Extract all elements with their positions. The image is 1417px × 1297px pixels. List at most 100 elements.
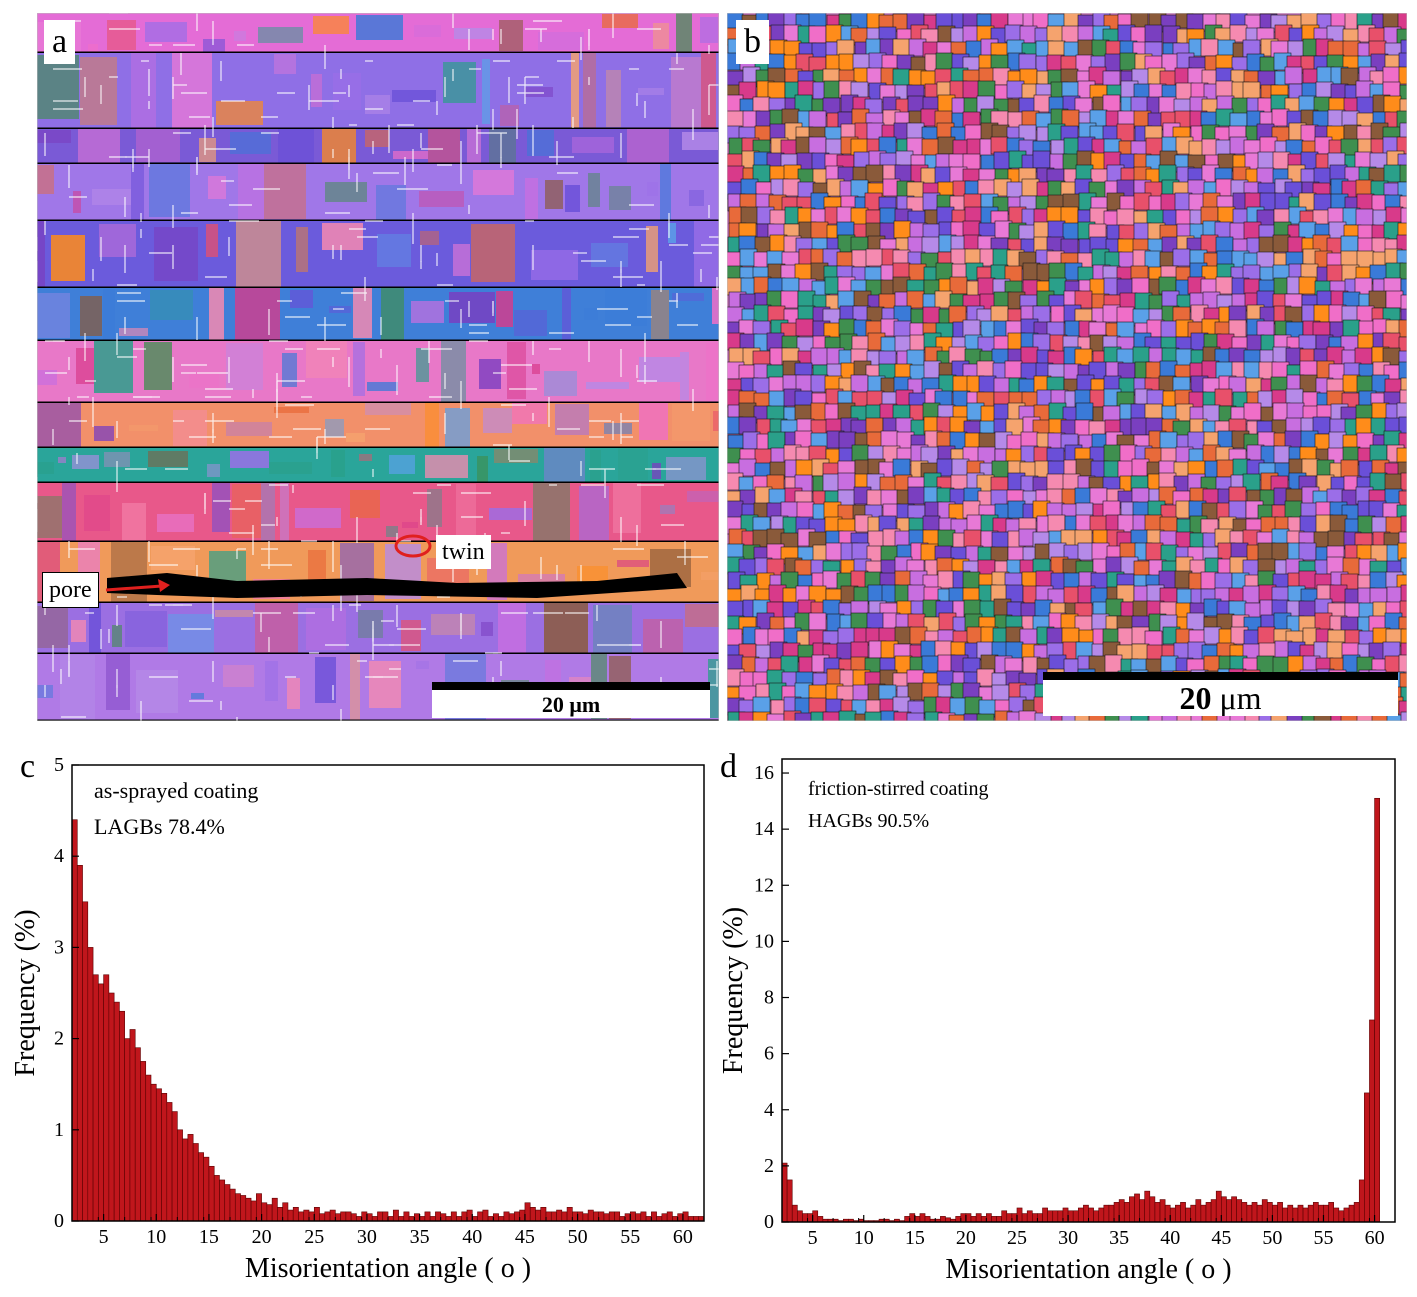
histogram-bar xyxy=(535,1209,542,1222)
histogram-bar xyxy=(598,1211,605,1222)
histogram-bar xyxy=(1256,1204,1263,1223)
histogram-bar xyxy=(145,1074,152,1222)
histogram-bar xyxy=(1180,1202,1186,1223)
chart-d-svg: 5 10 15 20 25 30 35 40 45 50 55 60 0 2 4 6 8 10 12 14 16 Miso… xyxy=(718,758,1396,1285)
histogram-bar xyxy=(92,974,99,1222)
histogram-bar xyxy=(414,1213,420,1222)
histogram-bar xyxy=(661,1213,668,1222)
grain-band xyxy=(37,448,719,488)
histogram-bar xyxy=(71,819,78,1222)
ebsd-map-b-graphic xyxy=(727,13,1407,721)
histogram-bar xyxy=(1261,1199,1268,1223)
histogram-bar xyxy=(213,1175,220,1222)
histogram-bar xyxy=(940,1216,946,1223)
x-tick-label: 50 xyxy=(568,1226,588,1248)
histogram-bar xyxy=(1323,1204,1329,1223)
histogram-bar xyxy=(1103,1204,1110,1223)
histogram-bar xyxy=(140,1061,147,1222)
x-tick-label: 60 xyxy=(1365,1227,1385,1249)
y-tick-label: 14 xyxy=(754,818,774,840)
histogram-bar xyxy=(450,1211,457,1222)
histogram-bar xyxy=(960,1213,967,1223)
grain-band xyxy=(37,288,719,345)
histogram-bar xyxy=(1042,1207,1048,1223)
y-tick-label: 2 xyxy=(764,1155,774,1177)
histogram-bar xyxy=(786,1179,793,1223)
histogram-bar xyxy=(1072,1210,1079,1223)
grain-band xyxy=(37,221,719,293)
histogram-bar xyxy=(1266,1202,1273,1223)
grain-band xyxy=(37,403,719,452)
scalebar-a: 20 μm xyxy=(432,682,710,718)
histogram-bar xyxy=(256,1193,262,1222)
x-axis-label: Misorientation angle ( o ) xyxy=(245,1253,531,1284)
histogram-bar xyxy=(303,1209,310,1222)
histogram-bar xyxy=(245,1197,252,1222)
histogram-bar xyxy=(561,1211,568,1222)
ebsd-map-friction-stirred xyxy=(727,13,1407,721)
chart-c-svg: 5 10 15 20 25 30 35 40 45 50 55 60012345Misorientat… xyxy=(10,754,705,1284)
histogram-bar xyxy=(781,1162,788,1223)
histogram-bar xyxy=(1195,1199,1202,1223)
grain-band xyxy=(37,603,719,659)
y-tick-label: 6 xyxy=(764,1043,774,1065)
y-tick-label: 0 xyxy=(764,1211,774,1233)
x-tick-label: 30 xyxy=(1058,1227,1078,1249)
twin-marker xyxy=(394,534,432,558)
histogram-bar xyxy=(308,1211,315,1222)
histogram-bar xyxy=(624,1213,631,1222)
histogram-bar xyxy=(113,1001,120,1222)
histogram-bar xyxy=(182,1138,189,1222)
x-tick-label: 30 xyxy=(357,1226,377,1248)
histogram-bar xyxy=(1231,1196,1237,1223)
histogram-bar xyxy=(1292,1207,1299,1223)
panel-letter-b: b xyxy=(736,20,769,64)
histogram-bar xyxy=(345,1211,352,1222)
grain-band xyxy=(37,129,719,166)
histogram-bar xyxy=(229,1188,236,1222)
y-tick-label: 4 xyxy=(764,1099,774,1121)
histogram-bar xyxy=(1302,1207,1309,1223)
histogram-bar xyxy=(545,1211,552,1222)
histogram-bar xyxy=(271,1197,278,1222)
scalebar-b-value: 20 xyxy=(1179,680,1212,716)
histogram-bar xyxy=(791,1204,798,1223)
chart-d: 5 10 15 20 25 30 35 40 45 50 55 60 0 2 4 6 8 10 12 14 16 Miso… xyxy=(706,745,1417,1297)
chart-c-annotation-1: as-sprayed coating xyxy=(94,778,259,803)
histogram-bar xyxy=(807,1213,813,1223)
histogram-bar xyxy=(1159,1199,1166,1223)
histogram-bar xyxy=(1297,1204,1304,1223)
histogram-bar xyxy=(292,1207,299,1222)
histogram-bar xyxy=(1016,1207,1023,1223)
histogram-bar xyxy=(919,1213,926,1223)
histogram-bar xyxy=(1236,1199,1243,1223)
histogram-bar xyxy=(572,1211,578,1222)
histogram-bar xyxy=(219,1179,226,1222)
pore-arrow xyxy=(105,579,170,592)
histogram-bar xyxy=(986,1213,992,1223)
histogram-bar xyxy=(208,1165,215,1222)
panel-letter-a: a xyxy=(44,20,76,64)
x-tick-label: 10 xyxy=(854,1227,874,1249)
histogram-bar xyxy=(529,1207,536,1222)
histogram-bar xyxy=(313,1207,320,1222)
histogram-bar xyxy=(435,1211,441,1222)
panel-letter-d: d xyxy=(720,748,737,785)
histogram-bar xyxy=(277,1207,283,1222)
histogram-bar xyxy=(1037,1213,1043,1223)
histogram-bar xyxy=(924,1216,931,1223)
histogram-bar xyxy=(1047,1210,1054,1223)
histogram-bar xyxy=(150,1083,157,1222)
chart-c-annotation-2: LAGBs 78.4% xyxy=(94,814,225,839)
x-tick-label: 45 xyxy=(515,1226,535,1248)
x-tick-label: 5 xyxy=(808,1227,818,1249)
histogram-bar xyxy=(904,1216,911,1223)
histogram-bar xyxy=(324,1211,331,1222)
histogram-bar xyxy=(1185,1207,1191,1223)
x-tick-label: 50 xyxy=(1262,1227,1282,1249)
histogram-bar xyxy=(914,1216,921,1223)
histogram-bar xyxy=(1088,1207,1094,1223)
histogram-bar xyxy=(677,1213,684,1222)
histogram-bar xyxy=(1338,1210,1345,1223)
histogram-bar xyxy=(335,1213,341,1222)
